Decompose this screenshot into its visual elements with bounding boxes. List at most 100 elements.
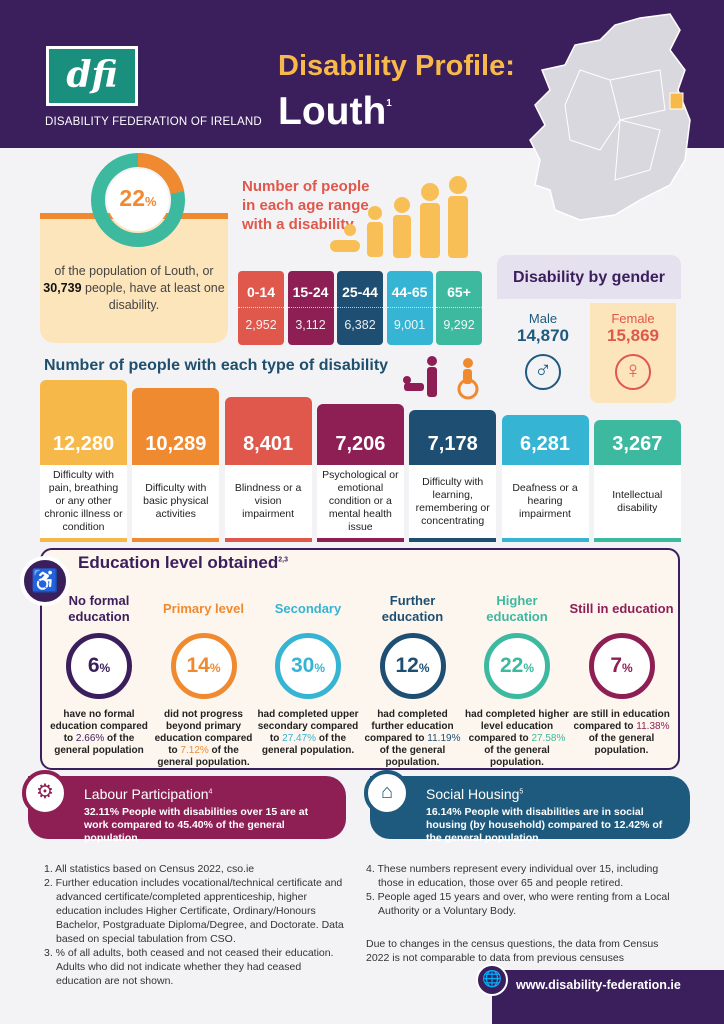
type-label: Difficulty with pain, breathing or any o… xyxy=(40,465,127,542)
comparison-value: 27.58% xyxy=(531,733,566,744)
education-level: Further education 12% had completed furt… xyxy=(361,585,465,769)
education-panel xyxy=(40,548,680,770)
footnote: 3. % of all adults, both ceased and not … xyxy=(44,947,334,987)
level-percent-circle: 7% xyxy=(588,633,655,699)
disability-type-card: 7,206 Psychological or emotional conditio… xyxy=(316,404,404,542)
labour-text: 32.11% People with disabilities over 15 … xyxy=(84,806,309,844)
donut-fill xyxy=(91,153,185,247)
type-count: 6,281 xyxy=(501,415,589,465)
globe-icon: 🌐 xyxy=(476,964,508,996)
footnote: 5. People aged 15 years and over, who we… xyxy=(366,891,670,917)
level-description: have no formal education compared to 2.6… xyxy=(47,709,151,757)
gear-person-icon: ⚙ xyxy=(22,770,68,816)
percent-sign: % xyxy=(145,194,157,209)
type-count: 10,289 xyxy=(132,388,220,465)
male-label: Male xyxy=(528,311,558,326)
org-name: DISABILITY FEDERATION OF IRELAND xyxy=(45,116,262,128)
education-level: Higher education 22% had completed highe… xyxy=(465,585,569,769)
level-title: Still in education xyxy=(569,601,674,616)
ireland-map xyxy=(529,13,691,221)
level-percent-circle: 22% xyxy=(484,633,550,699)
page-title: Disability Profile: xyxy=(278,50,515,82)
heading-text: Labour Participation xyxy=(84,786,209,802)
type-count: 3,267 xyxy=(593,420,681,465)
type-label: Psychological or emotional condition or … xyxy=(316,465,404,542)
education-level: No formal education 6% have no formal ed… xyxy=(47,585,151,757)
county-name: Louth xyxy=(278,90,387,133)
house-person-icon: ⌂ xyxy=(364,770,410,816)
age-people-icon xyxy=(330,176,468,258)
text: of the general population. xyxy=(157,745,250,768)
footnote-ref: 5 xyxy=(519,788,524,796)
level-description: had completed further education compared… xyxy=(361,709,465,769)
age-range-value: 3,112 xyxy=(295,318,326,332)
age-range-label: 15-24 xyxy=(287,271,334,308)
age-range-0: 0-14 2,952 xyxy=(238,271,284,345)
types-heading: Number of people with each type of disab… xyxy=(44,357,389,374)
website-link[interactable]: www.disability-federation.ie xyxy=(516,978,681,992)
age-range-4: 65+ 9,292 xyxy=(436,271,482,345)
education-level: Primary level 14% did not progress beyon… xyxy=(152,585,256,769)
footnote: 2. Further education includes vocational… xyxy=(44,877,344,945)
age-range-value: 9,292 xyxy=(443,318,475,332)
heading-text: Social Housing xyxy=(426,786,520,802)
footnote-ref: 1 xyxy=(386,98,392,109)
disability-type-card: 8,401 Blindness or a vision impairment xyxy=(224,397,312,542)
level-percent: 7 xyxy=(610,654,622,677)
labour-participation-card: ⚙ Labour Participation4 32.11% People wi… xyxy=(22,770,346,844)
guide-dog-wheelchair-icon xyxy=(403,356,479,400)
text: had completed further education compared… xyxy=(364,709,454,744)
type-label: Deafness or a hearing impairment xyxy=(501,465,589,542)
male-value: 14,870 xyxy=(517,326,569,345)
disability-type-card: 10,289 Difficulty with basic physical act… xyxy=(132,388,220,542)
text: did not progress beyond primary educatio… xyxy=(154,709,253,756)
population-donut xyxy=(91,153,185,247)
text: of the general population. xyxy=(379,745,446,768)
disability-type-card: 12,280 Difficulty with pain, breathing or… xyxy=(40,380,127,542)
level-percent-circle: 6% xyxy=(66,633,132,699)
comparison-value: 27.47% xyxy=(282,733,317,744)
education-level: Secondary 30% had completed upper second… xyxy=(256,585,360,757)
disability-type-card: 7,178 Difficulty with learning, rememberi… xyxy=(409,410,497,542)
age-range-value: 9,001 xyxy=(393,318,426,332)
gender-heading: Disability by gender xyxy=(497,255,681,299)
dfi-logo: dfi xyxy=(46,46,138,106)
logo-text: dfi xyxy=(49,49,135,103)
population-count: 30,739 xyxy=(43,281,82,295)
disability-type-card: 3,267 Intellectual disability xyxy=(593,420,681,542)
comparison-value: 2.66% xyxy=(75,733,105,744)
level-percent: 14 xyxy=(186,654,210,677)
housing-heading: Social Housing5 xyxy=(426,786,523,802)
male-symbol-icon: ♂ xyxy=(525,354,561,390)
level-percent: 30 xyxy=(290,654,315,677)
disability-type-card: 6,281 Deafness or a hearing impairment xyxy=(501,415,589,542)
type-count: 7,206 xyxy=(316,404,404,465)
footnotes-right: 4. These numbers represent every individ… xyxy=(366,862,676,918)
age-range-2: 25-44 6,382 xyxy=(337,271,383,345)
footer-banner xyxy=(492,970,724,1024)
text: have no formal education compared to xyxy=(50,709,148,744)
type-label: Blindness or a vision impairment xyxy=(224,465,312,542)
text: people, have at least one disability. xyxy=(81,281,225,312)
text: had completed higher level education com… xyxy=(465,709,569,744)
text: had completed upper secondary compared t… xyxy=(257,709,359,744)
footnote-ref: 4 xyxy=(208,788,213,796)
age-range-label: 25-44 xyxy=(337,271,383,308)
text: of the population of Louth, or xyxy=(54,264,214,278)
county-title: Louth1 xyxy=(278,90,392,134)
level-percent-circle: 12% xyxy=(379,633,446,699)
female-value: 15,869 xyxy=(607,326,659,345)
social-housing-card: ⌂ Social Housing5 16.14% People with dis… xyxy=(364,770,690,844)
level-description: are still in education compared to 11.38… xyxy=(570,709,674,757)
age-range-label: 44-65 xyxy=(386,271,433,308)
text: are still in education compared to xyxy=(573,709,670,732)
level-title: Further education xyxy=(381,593,444,624)
age-range-label: 65+ xyxy=(436,271,482,308)
age-range-value: 2,952 xyxy=(245,318,277,332)
footnote: 4. These numbers represent every individ… xyxy=(366,863,659,889)
percent-value: 22 xyxy=(119,185,146,211)
type-label: Intellectual disability xyxy=(593,465,681,542)
comparison-value: 7.12% xyxy=(180,745,209,756)
female-symbol-icon: ♀ xyxy=(615,354,651,390)
male-column: Male 14,870 ♂ xyxy=(500,303,586,403)
